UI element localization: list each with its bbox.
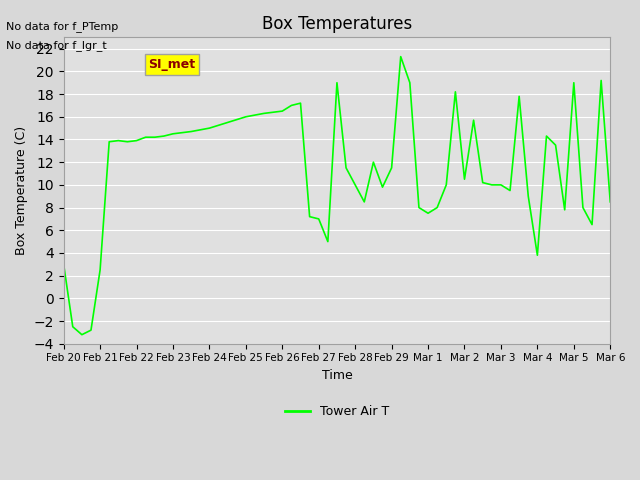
Y-axis label: Box Temperature (C): Box Temperature (C) <box>15 126 28 255</box>
Text: No data for f_lgr_t: No data for f_lgr_t <box>6 40 107 51</box>
Legend: Tower Air T: Tower Air T <box>280 400 394 423</box>
Text: No data for f_PTemp: No data for f_PTemp <box>6 21 118 32</box>
X-axis label: Time: Time <box>321 369 353 382</box>
Text: SI_met: SI_met <box>148 58 195 71</box>
Title: Box Temperatures: Box Temperatures <box>262 15 412 33</box>
